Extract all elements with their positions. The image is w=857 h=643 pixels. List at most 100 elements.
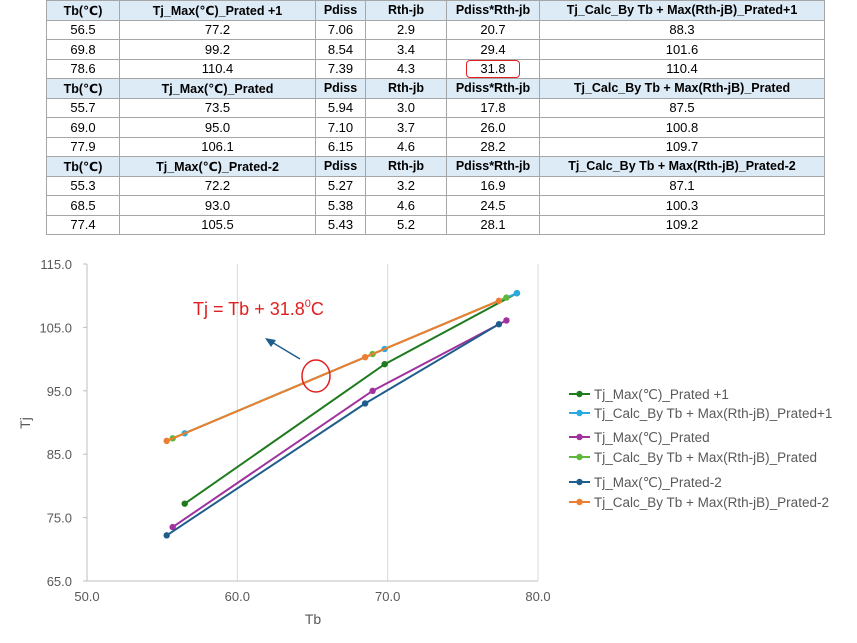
table-row: 68.5 93.0 5.38 4.6 24.5 100.3	[46, 195, 825, 216]
table-header-cell: Rth-jb	[365, 156, 447, 177]
table-row: 56.5 77.2 7.06 2.9 20.7 88.3	[46, 19, 825, 40]
table-cell: 5.27	[315, 175, 366, 196]
table-cell: 26.0	[446, 117, 540, 138]
table-cell: 31.8	[446, 58, 540, 79]
table-cell: 5.2	[365, 214, 447, 235]
table-cell: 93.0	[119, 195, 316, 216]
data-point	[163, 437, 170, 445]
table-cell: 78.6	[46, 58, 120, 79]
table-header-row: Tb(℃) Tj_Max(℃)_Prated +1 Pdiss Rth-jb Pdiss…	[46, 0, 825, 21]
table-cell: 109.7	[539, 136, 825, 157]
data-point	[495, 297, 503, 304]
table-header-cell: Tb(℃)	[46, 156, 120, 177]
legend-label: Tj_Calc_By Tb + Max(Rth-jB)_Prated	[594, 450, 817, 465]
data-point	[503, 294, 510, 301]
table-header-cell: Tj_Calc_By Tb + Max(Rth-jB)_Prated	[539, 78, 825, 99]
table-cell: 101.6	[539, 39, 825, 60]
table-cell: 29.4	[446, 39, 540, 60]
table-row: 55.7 73.5 5.94 3.0 17.8 87.5	[46, 97, 825, 118]
table-cell: 5.38	[315, 195, 366, 216]
x-axis-title: Tb	[305, 611, 322, 627]
series-line	[184, 292, 518, 505]
table-row: 77.4 105.5 5.43 5.2 28.1 109.2	[46, 214, 825, 235]
table-cell: 73.5	[119, 97, 316, 118]
table-header-cell: Tj_Max(℃)_Prated +1	[119, 0, 316, 21]
table-cell: 6.15	[315, 136, 366, 157]
table-header-cell: Tj_Max(℃)_Prated	[119, 78, 316, 99]
table-cell: 16.9	[446, 175, 540, 196]
table-header-cell: Tb(℃)	[46, 78, 120, 99]
annotation-formula: Tj = Tb + 31.80C	[193, 298, 324, 319]
table-row: 55.3 72.2 5.27 3.2 16.9 87.1	[46, 175, 825, 196]
table-header-cell: Pdiss	[315, 156, 366, 177]
table-cell: 72.2	[119, 175, 316, 196]
table-header-cell: Tj_Max(℃)_Prated-2	[119, 156, 316, 177]
y-tick-label: 85.0	[47, 447, 72, 462]
legend-marker	[576, 433, 583, 441]
table-header-cell: Rth-jb	[365, 0, 447, 21]
table-cell: 24.5	[446, 195, 540, 216]
chart-legend: Tj_Max(℃)_Prated +1 Tj_Calc_By Tb + Max(R…	[569, 387, 832, 510]
data-point	[369, 387, 376, 394]
table-cell: 4.6	[365, 136, 447, 157]
data-point	[361, 400, 369, 407]
chart-annotation: Tj = Tb + 31.80C	[193, 298, 331, 393]
data-point	[381, 360, 388, 368]
table-cell: 3.7	[365, 117, 447, 138]
table-cell: 100.3	[539, 195, 825, 216]
data-point	[361, 353, 369, 361]
table-cell: 110.4	[539, 58, 825, 79]
table-cell: 55.3	[46, 175, 120, 196]
table-header-row: Tb(℃) Tj_Max(℃)_Prated-2 Pdiss Rth-jb Pdiss*…	[46, 156, 825, 177]
legend-marker	[576, 478, 583, 486]
table-cell: 77.2	[119, 19, 316, 40]
table-header-cell: Pdiss*Rth-jb	[446, 156, 540, 177]
highlighted-max-value: 31.8	[466, 59, 520, 78]
legend-label: Tj_Max(℃)_Prated +1	[594, 387, 729, 402]
line-chart: 50.0 60.0 70.0 80.0 65.0 75.0 85.0 95.0 105.0 115…	[17, 257, 832, 627]
y-tick-label: 95.0	[47, 384, 72, 399]
table-cell: 110.4	[119, 58, 316, 79]
table-cell: 7.06	[315, 19, 366, 40]
table-header-cell: Tb(℃)	[46, 0, 120, 21]
table-cell: 88.3	[539, 19, 825, 40]
table-cell: 95.0	[119, 117, 316, 138]
table-cell: 100.8	[539, 117, 825, 138]
data-point	[181, 500, 188, 507]
table-cell: 5.94	[315, 97, 366, 118]
data-point	[513, 289, 521, 297]
table-cell: 77.9	[46, 136, 120, 157]
table-header-cell: Pdiss	[315, 0, 366, 21]
data-table: Tb(℃) Tj_Max(℃)_Prated +1 Pdiss Rth-jb Pdiss…	[46, 0, 825, 235]
table-cell: 69.8	[46, 39, 120, 60]
table-cell: 106.1	[119, 136, 316, 157]
x-tick-label: 70.0	[375, 589, 400, 604]
x-tick-label: 50.0	[74, 589, 99, 604]
table-cell: 77.4	[46, 214, 120, 235]
table-row: 69.0 95.0 7.10 3.7 26.0 100.8	[46, 117, 825, 138]
legend-label: Tj_Calc_By Tb + Max(Rth-jB)_Prated-2	[594, 495, 829, 510]
legend-label: Tj_Calc_By Tb + Max(Rth-jB)_Prated+1	[594, 406, 832, 421]
table-row: 78.6 110.4 7.39 4.3 31.8 110.4	[46, 58, 825, 79]
table-cell: 3.2	[365, 175, 447, 196]
table-cell: 3.0	[365, 97, 447, 118]
table-cell: 55.7	[46, 97, 120, 118]
table-header-cell: Tj_Calc_By Tb + Max(Rth-jB)_Prated+1	[539, 0, 825, 21]
table-cell: 7.39	[315, 58, 366, 79]
table-cell: 109.2	[539, 214, 825, 235]
legend-marker	[576, 453, 583, 461]
table-header-cell: Pdiss	[315, 78, 366, 99]
data-point	[495, 321, 503, 328]
table-cell: 2.9	[365, 19, 447, 40]
chart-axes: 50.0 60.0 70.0 80.0 65.0 75.0 85.0 95.0 105.0 115…	[17, 257, 551, 627]
y-tick-label: 105.0	[39, 320, 72, 335]
table-cell: 68.5	[46, 195, 120, 216]
table-header-cell: Pdiss*Rth-jb	[446, 78, 540, 99]
legend-marker	[576, 409, 583, 417]
table-cell: 105.5	[119, 214, 316, 235]
table-header-row: Tb(℃) Tj_Max(℃)_Prated Pdiss Rth-jb Pdiss*Rt…	[46, 78, 825, 99]
y-tick-label: 75.0	[47, 511, 72, 526]
table-cell: 20.7	[446, 19, 540, 40]
table-cell: 5.43	[315, 214, 366, 235]
table-cell: 7.10	[315, 117, 366, 138]
